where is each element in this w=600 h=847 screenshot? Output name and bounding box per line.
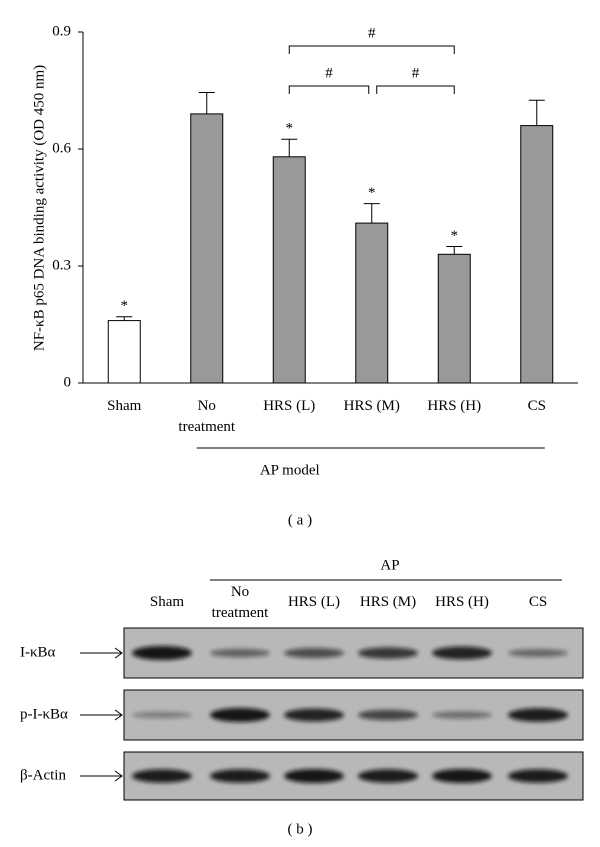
caption-b: ( b )	[288, 821, 313, 837]
x-tick-label: HRS (L)	[263, 398, 316, 414]
bar	[355, 222, 389, 384]
row-arrow	[80, 709, 123, 721]
y-tick-label: 0.9	[52, 23, 71, 39]
lane-label: HRS (M)	[359, 594, 417, 610]
comparison-bracket	[288, 45, 455, 54]
row-label: I-κBα	[20, 644, 56, 660]
error-bar	[116, 316, 133, 321]
blot-band	[284, 769, 344, 783]
row-label: p-I-κBα	[20, 706, 68, 722]
blot-band	[284, 708, 344, 722]
row-arrow	[80, 770, 123, 782]
blot-group-label: AP	[380, 557, 399, 573]
bar	[520, 125, 554, 384]
y-tick-label: 0.6	[52, 140, 71, 156]
group-label: AP model	[260, 462, 320, 478]
comparison-label: #	[412, 65, 420, 81]
error-bar	[446, 246, 463, 255]
comparison-label: #	[368, 25, 376, 41]
blot-band	[358, 709, 418, 721]
x-tick-label: CS	[527, 398, 546, 414]
blot-band	[432, 711, 492, 719]
comparison-bracket	[376, 85, 455, 94]
blot-band	[132, 646, 192, 660]
blot-band	[508, 769, 568, 783]
blot-band	[132, 711, 192, 719]
error-bar	[363, 203, 380, 224]
y-tick-label: 0.3	[52, 257, 71, 273]
blot-band	[210, 648, 270, 658]
blot-band	[358, 647, 418, 659]
blot-strip	[123, 751, 584, 801]
significance-marker: *	[451, 228, 459, 244]
y-axis-label: NF-κB p65 DNA binding activity (OD 450 n…	[31, 65, 47, 351]
blot-strip	[123, 627, 584, 679]
bar	[107, 320, 141, 384]
caption-a: ( a )	[288, 512, 312, 528]
blot-band	[432, 646, 492, 660]
error-bar	[528, 99, 545, 126]
blot-band	[432, 769, 492, 783]
x-tick-label: HRS (H)	[427, 398, 482, 414]
significance-marker: *	[121, 298, 129, 314]
comparison-label: #	[325, 65, 333, 81]
x-tick-label: HRS (M)	[343, 398, 400, 414]
lane-label: Sham	[149, 594, 185, 610]
blot-strip	[123, 689, 584, 741]
blot-band	[210, 769, 270, 783]
x-tick-label: No treatment	[178, 398, 236, 435]
lane-label: CS	[528, 594, 548, 610]
blot-band	[508, 649, 568, 657]
row-arrow	[80, 647, 123, 659]
blot-band	[210, 708, 270, 722]
blot-band	[508, 708, 568, 722]
blot-band	[284, 648, 344, 658]
significance-marker: *	[286, 121, 294, 137]
y-tick-label: 0	[64, 374, 72, 390]
significance-marker: *	[368, 185, 376, 201]
lane-label: HRS (L)	[287, 594, 341, 610]
error-bar	[281, 138, 298, 157]
x-tick-label: Sham	[107, 398, 142, 414]
bar	[190, 113, 224, 384]
blot-band	[132, 769, 192, 783]
row-label: β-Actin	[20, 767, 66, 783]
lane-label: No treatment	[211, 584, 269, 621]
blot-band	[358, 769, 418, 783]
comparison-bracket	[288, 85, 370, 94]
bar	[437, 253, 471, 384]
lane-label: HRS (H)	[435, 594, 489, 610]
bar	[272, 156, 306, 384]
error-bar	[198, 91, 215, 114]
